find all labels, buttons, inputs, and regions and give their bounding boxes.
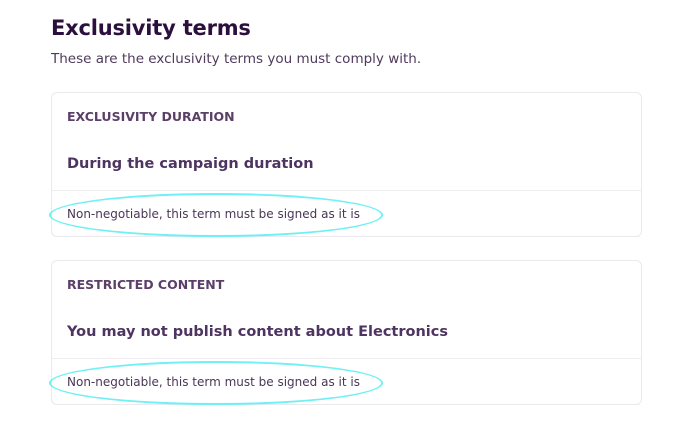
divider (52, 190, 641, 191)
term-note: Non-negotiable, this term must be signed… (67, 375, 360, 389)
term-note: Non-negotiable, this term must be signed… (67, 207, 360, 221)
term-value: You may not publish content about Electr… (67, 324, 448, 340)
term-label: EXCLUSIVITY DURATION (67, 109, 235, 124)
page-title: Exclusivity terms (51, 16, 251, 40)
divider (52, 358, 641, 359)
term-card-exclusivity-duration: EXCLUSIVITY DURATION During the campaign… (51, 92, 642, 237)
term-value: During the campaign duration (67, 156, 314, 172)
term-label: RESTRICTED CONTENT (67, 277, 225, 292)
page-subtitle: These are the exclusivity terms you must… (51, 51, 422, 67)
term-card-restricted-content: RESTRICTED CONTENT You may not publish c… (51, 260, 642, 405)
